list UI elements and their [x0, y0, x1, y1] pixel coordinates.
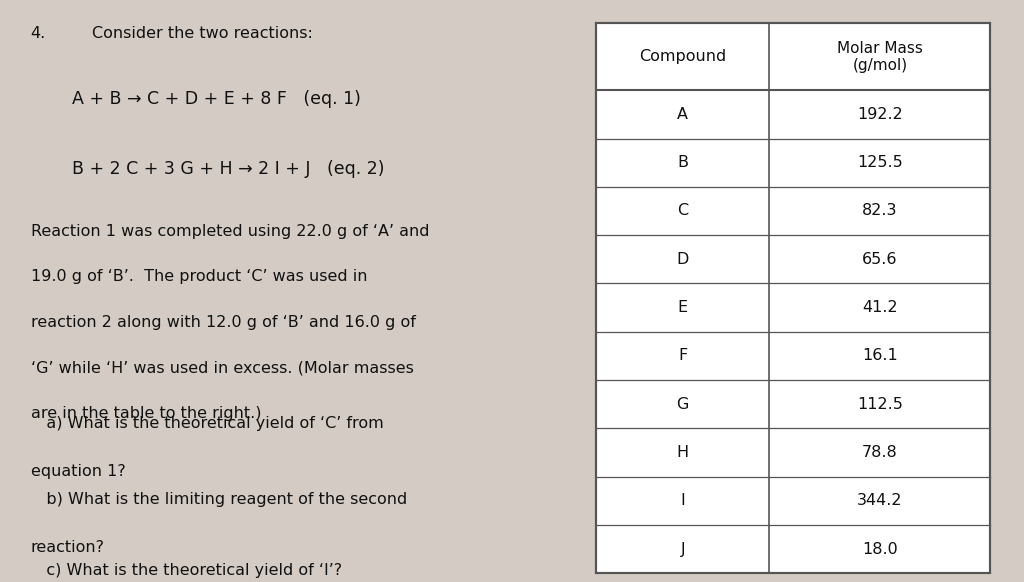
- Text: 78.8: 78.8: [862, 445, 898, 460]
- Text: b) What is the limiting reagent of the second: b) What is the limiting reagent of the s…: [31, 492, 407, 507]
- Text: 19.0 g of ‘B’.  The product ‘C’ was used in: 19.0 g of ‘B’. The product ‘C’ was used …: [31, 269, 368, 285]
- Text: D: D: [677, 252, 689, 267]
- Text: A: A: [677, 107, 688, 122]
- Text: 344.2: 344.2: [857, 494, 902, 508]
- Text: B: B: [677, 155, 688, 170]
- Text: 192.2: 192.2: [857, 107, 903, 122]
- Text: ‘G’ while ‘H’ was used in excess. (Molar masses: ‘G’ while ‘H’ was used in excess. (Molar…: [31, 360, 414, 375]
- Text: Consider the two reactions:: Consider the two reactions:: [92, 26, 313, 41]
- Text: reaction 2 along with 12.0 g of ‘B’ and 16.0 g of: reaction 2 along with 12.0 g of ‘B’ and …: [31, 315, 416, 330]
- Text: equation 1?: equation 1?: [31, 464, 126, 479]
- Text: 125.5: 125.5: [857, 155, 903, 170]
- Text: 82.3: 82.3: [862, 204, 898, 218]
- Text: J: J: [680, 542, 685, 556]
- Text: Compound: Compound: [639, 49, 726, 64]
- Text: G: G: [677, 397, 689, 411]
- Text: A + B → C + D + E + 8 F   (eq. 1): A + B → C + D + E + 8 F (eq. 1): [72, 90, 360, 108]
- Text: a) What is the theoretical yield of ‘C’ from: a) What is the theoretical yield of ‘C’ …: [31, 416, 383, 431]
- Text: C: C: [677, 204, 688, 218]
- Text: 18.0: 18.0: [862, 542, 898, 556]
- Text: 4.: 4.: [31, 26, 46, 41]
- Text: I: I: [680, 494, 685, 508]
- Text: H: H: [677, 445, 689, 460]
- Text: 65.6: 65.6: [862, 252, 898, 267]
- Text: c) What is the theoretical yield of ‘I’?: c) What is the theoretical yield of ‘I’?: [31, 563, 342, 579]
- Text: F: F: [678, 349, 687, 363]
- Text: B + 2 C + 3 G + H → 2 I + J   (eq. 2): B + 2 C + 3 G + H → 2 I + J (eq. 2): [72, 160, 384, 178]
- Text: reaction?: reaction?: [31, 540, 104, 555]
- Text: Molar Mass
(g/mol): Molar Mass (g/mol): [837, 41, 923, 73]
- Text: E: E: [678, 300, 688, 315]
- Text: 16.1: 16.1: [862, 349, 898, 363]
- Text: are in the table to the right.): are in the table to the right.): [31, 406, 261, 421]
- Text: 112.5: 112.5: [857, 397, 903, 411]
- Text: 41.2: 41.2: [862, 300, 898, 315]
- Text: Reaction 1 was completed using 22.0 g of ‘A’ and: Reaction 1 was completed using 22.0 g of…: [31, 224, 429, 239]
